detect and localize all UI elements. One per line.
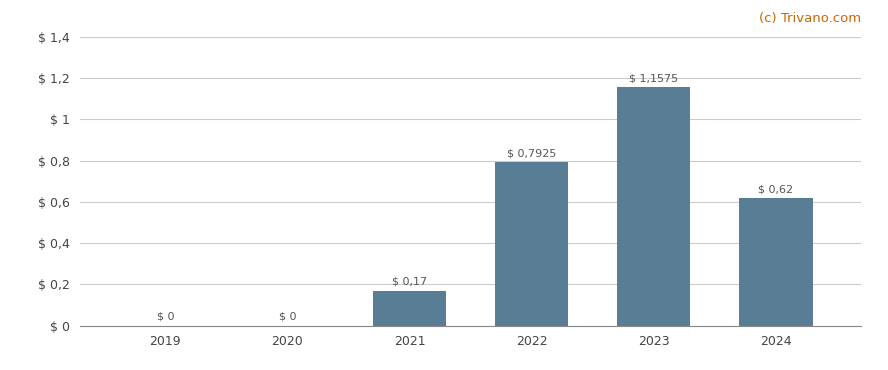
Text: $ 0,7925: $ 0,7925 [507, 148, 557, 158]
Text: $ 0: $ 0 [156, 312, 174, 322]
Bar [617, 87, 691, 326]
Text: $ 0,62: $ 0,62 [758, 184, 794, 194]
Text: $ 0: $ 0 [279, 312, 297, 322]
Bar [739, 198, 813, 326]
Text: (c) Trivano.com: (c) Trivano.com [759, 13, 861, 26]
Bar [373, 290, 446, 326]
Text: $ 0,17: $ 0,17 [392, 277, 427, 287]
Text: $ 1,1575: $ 1,1575 [630, 73, 678, 83]
Bar [496, 162, 568, 326]
